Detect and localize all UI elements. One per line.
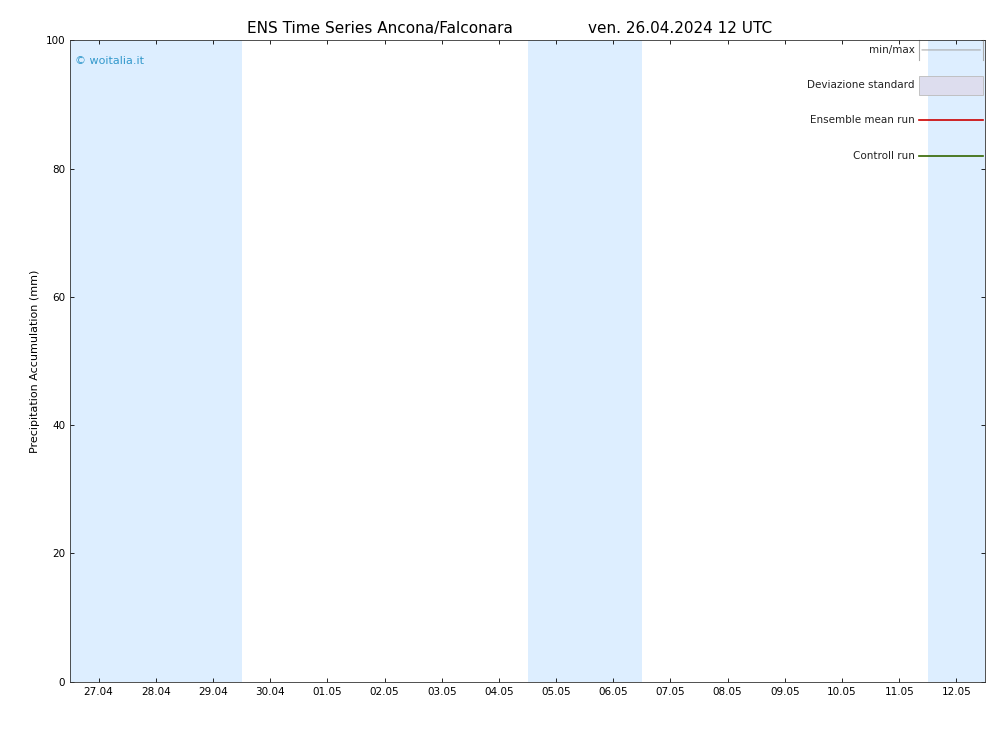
Text: ENS Time Series Ancona/Falconara: ENS Time Series Ancona/Falconara: [247, 21, 513, 35]
Text: Ensemble mean run: Ensemble mean run: [810, 116, 915, 125]
Bar: [70, 40, 242, 682]
Text: ven. 26.04.2024 12 UTC: ven. 26.04.2024 12 UTC: [588, 21, 772, 35]
Y-axis label: Precipitation Accumulation (mm): Precipitation Accumulation (mm): [30, 269, 40, 453]
Text: min/max: min/max: [869, 45, 915, 55]
Text: © woitalia.it: © woitalia.it: [75, 56, 144, 67]
Text: Deviazione standard: Deviazione standard: [807, 80, 915, 90]
Bar: [928, 40, 985, 682]
Bar: [919, 75, 983, 95]
Bar: [528, 40, 642, 682]
Text: Controll run: Controll run: [853, 151, 915, 161]
